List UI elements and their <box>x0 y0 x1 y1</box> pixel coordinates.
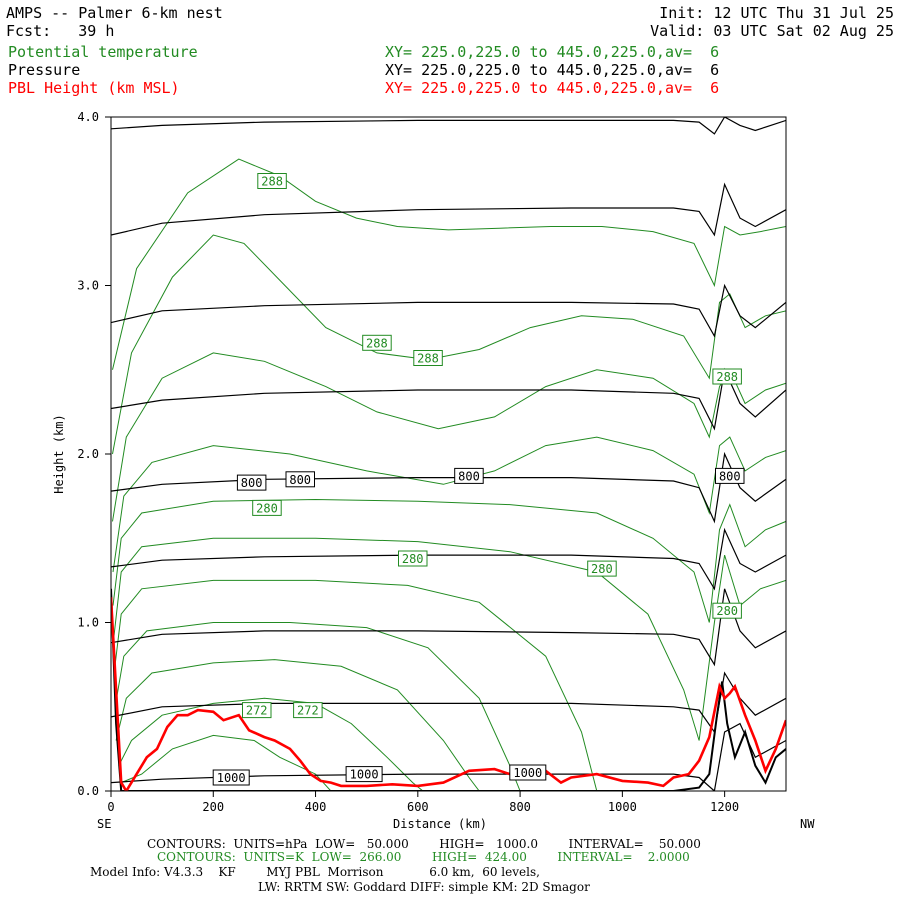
theta-label-box <box>413 350 443 366</box>
pressure-contour-850 <box>111 527 786 591</box>
pbl-height-line <box>111 597 786 791</box>
theta-label-box <box>712 368 742 385</box>
pressure-contour-800 <box>111 451 786 524</box>
theta-label: 280 <box>402 552 424 566</box>
field-theta-xy: XY= 225.0,225.0 to 445.0,225.0,av= 6 <box>385 43 720 61</box>
field-pressure-name: Pressure <box>8 61 81 79</box>
theta-label: 288 <box>366 336 388 350</box>
contour-labels: 272 272 280 280 280 280 288 288 288 288 1000 1000 10… <box>212 173 745 786</box>
forecast-hour: Fcst: 39 h <box>6 22 115 40</box>
pressure-label-box <box>454 467 484 484</box>
terrain-line <box>111 588 786 791</box>
theta-label: 272 <box>297 704 319 718</box>
x-tick-label: 600 <box>407 800 429 814</box>
theta-label-box <box>293 702 323 719</box>
field-theta-name: Potential temperature <box>8 43 198 61</box>
model-title: AMPS -- Palmer 6-km nest <box>6 4 223 22</box>
theta-label-box <box>252 499 282 516</box>
theta-label-box <box>712 602 742 619</box>
footer-pressure-contours: CONTOURS: UNITS=hPa LOW= 50.000 HIGH= 10… <box>147 837 701 851</box>
pressure-contours <box>111 117 786 791</box>
x-tick-label: 1200 <box>710 800 739 814</box>
theta-contour-282 <box>112 498 786 623</box>
x-axis-label: Distance (km) <box>393 817 487 831</box>
pressure-label: 1000 <box>350 768 379 782</box>
pressure-label-box <box>715 467 745 484</box>
pressure-label-box <box>212 769 250 786</box>
theta-contour-274 <box>115 659 480 791</box>
theta-label: 288 <box>417 352 439 366</box>
theta-label: 272 <box>246 704 268 718</box>
theta-contour-278 <box>113 579 598 791</box>
pressure-label: 800 <box>458 469 480 483</box>
theta-label: 288 <box>716 370 738 384</box>
footer-theta-contours: CONTOURS: UNITS=K LOW= 266.00 HIGH= 424.… <box>157 850 690 864</box>
plot-frame <box>110 116 787 792</box>
terrain <box>111 588 786 791</box>
theta-contour-272 <box>118 697 424 791</box>
pressure-contour-700 <box>111 283 786 338</box>
footer-physics: LW: RRTM SW: Goddard DIFF: simple KM: 2D… <box>258 880 590 894</box>
field-pressure-xy: XY= 225.0,225.0 to 445.0,225.0,av= 6 <box>385 61 720 79</box>
pressure-label: 800 <box>719 469 741 483</box>
pressure-contour-650 <box>111 182 786 237</box>
x-end-left: SE <box>97 817 111 831</box>
pressure-label: 1000 <box>513 766 542 780</box>
y-axis-label: Height (km) <box>52 414 66 493</box>
x-tick-label: 200 <box>202 800 224 814</box>
theta-label-box <box>587 560 617 577</box>
theta-label: 280 <box>591 562 613 576</box>
y-tick-label: 0.0 <box>77 784 99 798</box>
pressure-label-box <box>509 764 547 781</box>
pressure-contour-750 <box>111 367 786 431</box>
y-tick-label: 1.0 <box>77 616 99 630</box>
theta-label: 280 <box>716 604 738 618</box>
theta-contour-286 <box>112 352 786 522</box>
pressure-label: 800 <box>289 473 311 487</box>
pressure-contour-600 <box>111 117 786 135</box>
theta-label-box <box>242 702 272 719</box>
pressure-label-box <box>345 766 383 783</box>
axes: 0 200 400 600 800 1000 1200 0.0 1.0 2.0 3.0 4.0 <box>77 110 739 814</box>
pressure-contour-950 <box>111 671 786 734</box>
footer-model-info: Model Info: V4.3.3 KF MYJ PBL Morrison 6… <box>90 865 540 879</box>
field-pbl-xy: XY= 225.0,225.0 to 445.0,225.0,av= 6 <box>385 79 720 97</box>
x-tick-label: 800 <box>509 800 531 814</box>
field-pbl-name: PBL Height (km MSL) <box>8 79 180 97</box>
valid-time: Valid: 03 UTC Sat 02 Aug 25 <box>650 22 894 40</box>
x-tick-label: 400 <box>305 800 327 814</box>
theta-contour-288 <box>112 234 786 455</box>
y-tick-label: 3.0 <box>77 279 99 293</box>
pressure-contour-900 <box>111 588 786 667</box>
theta-label-box <box>398 550 428 567</box>
x-tick-label: 0 <box>107 800 114 814</box>
pressure-label: 800 <box>241 476 263 490</box>
theta-contour-290 <box>112 158 786 370</box>
y-tick-label: 2.0 <box>77 447 99 461</box>
y-tick-label: 4.0 <box>77 110 99 124</box>
pressure-label: 1000 <box>217 771 246 785</box>
theta-contours <box>112 158 786 791</box>
x-end-right: NW <box>800 817 815 831</box>
pbl-height <box>111 597 786 791</box>
theta-label: 280 <box>256 501 278 515</box>
theta-contour-276 <box>114 622 521 791</box>
theta-label: 288 <box>261 175 283 189</box>
init-time: Init: 12 UTC Thu 31 Jul 25 <box>659 4 894 22</box>
theta-contour-284 <box>112 436 786 573</box>
pressure-label-box <box>285 471 315 488</box>
theta-contour-280 <box>113 537 786 741</box>
theta-label-box <box>257 173 287 189</box>
pressure-label-box <box>236 474 267 491</box>
x-tick-label: 1000 <box>608 800 637 814</box>
theta-label-box <box>362 334 392 351</box>
